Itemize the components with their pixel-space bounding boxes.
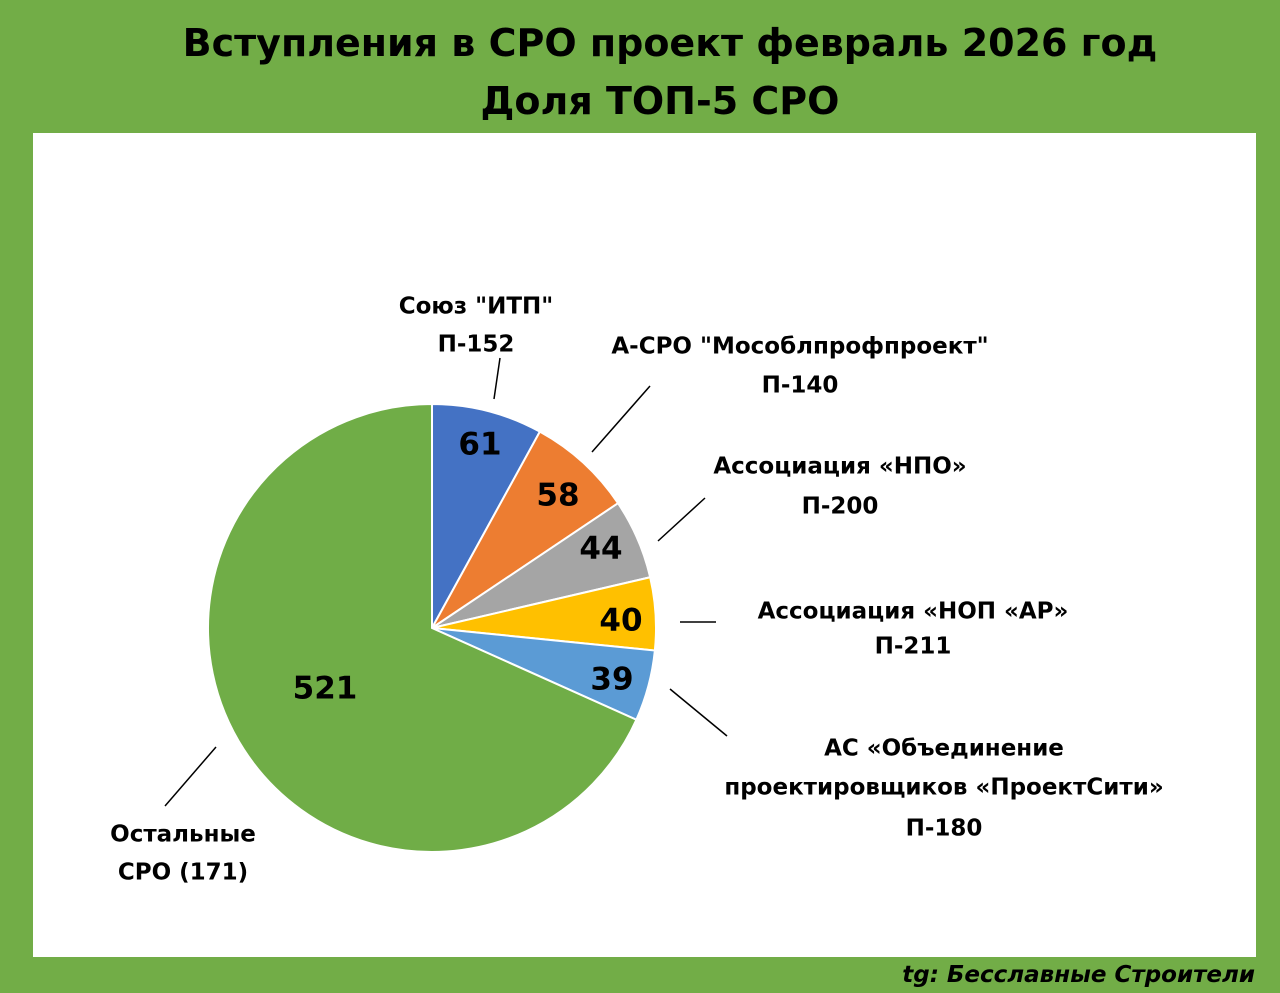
- leader-line: [591, 385, 651, 453]
- slice-category-label: Ассоциация «НОП «АР»: [758, 599, 1069, 625]
- slice-value-label: 44: [579, 531, 622, 567]
- chart-subtitle: Доля ТОП-5 СРО: [480, 79, 840, 123]
- slice-category-label: АС «Объединение: [824, 736, 1064, 762]
- pie-slices: [207, 402, 657, 853]
- leader-lines: [164, 357, 728, 807]
- chart-title: Вступления в СРО проект февраль 2026 год: [182, 21, 1158, 65]
- slice-category-label: Союз "ИТП": [399, 294, 554, 320]
- leader-line: [493, 357, 501, 400]
- leader-line: [657, 497, 706, 542]
- slice-category-label: П-200: [802, 494, 879, 520]
- slice-value-label: 39: [590, 662, 633, 698]
- pie-slice: [431, 430, 620, 629]
- leader-line: [669, 688, 728, 737]
- pie-slice: [207, 402, 638, 853]
- slice-value-label: 40: [599, 603, 642, 639]
- slice-category-label: проектировщиков «ПроектСити»: [724, 775, 1163, 801]
- slice-category-label: П-180: [906, 816, 983, 842]
- slice-category-label: СРО (171): [118, 860, 248, 886]
- slice-category-label: П-140: [762, 373, 839, 399]
- slice-value-label: 61: [458, 427, 501, 463]
- slice-category-label: Ассоциация «НПО»: [713, 454, 966, 480]
- slice-value-label: 58: [536, 478, 579, 514]
- category-labels: Союз "ИТП" П-152 А-СРО "Мособлпрофпроект" П…: [110, 294, 1164, 886]
- slice-value-label: 521: [293, 671, 358, 707]
- slice-category-label: П-152: [438, 332, 515, 358]
- source-credit: tg: Бесславные Строители: [902, 962, 1255, 988]
- slice-category-label: Остальные: [110, 822, 256, 848]
- pie-slice: [431, 402, 542, 629]
- slice-category-label: А-СРО "Мособлпрофпроект": [611, 334, 988, 360]
- slice-category-label: П-211: [875, 634, 952, 660]
- leader-line: [164, 746, 217, 807]
